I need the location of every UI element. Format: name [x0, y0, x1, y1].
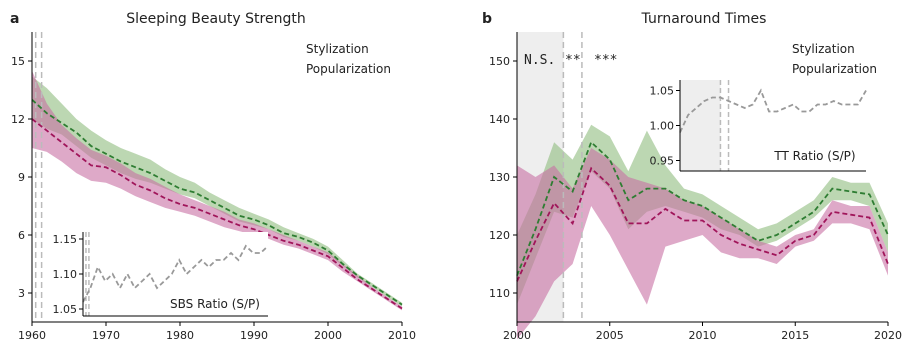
inset-y-tick-label: 1.10 — [53, 268, 78, 281]
series-line-stylization — [516, 140, 889, 276]
inset-background — [83, 232, 268, 316]
panel-b-letter: b — [482, 11, 492, 27]
inset-y-tick-label: 1.05 — [53, 303, 78, 316]
panel-b-inset-label: TT Ratio (S/P) — [773, 149, 855, 163]
legend-label-popularization: Popularization — [306, 62, 391, 76]
y-tick-label: 150 — [489, 55, 510, 68]
x-tick-label: 2020 — [874, 329, 902, 342]
x-tick-label: 2010 — [388, 329, 416, 342]
panel-b-inset: 0.95 1.00 1.05 — [650, 80, 867, 172]
inset-y-tick-label: 0.95 — [650, 155, 675, 168]
panel-a-inset: 1.05 1.10 1.15 — [53, 232, 269, 317]
x-tick-label: 2005 — [596, 329, 624, 342]
panel-a-inset-label: SBS Ratio (S/P) — [170, 297, 260, 311]
inset-ratio-line — [82, 244, 269, 303]
x-tick-label: 1960 — [18, 329, 46, 342]
y-tick-label: 3 — [18, 287, 25, 300]
panel-a-legend: Stylization Popularization — [306, 42, 391, 76]
x-tick-label: 1990 — [240, 329, 268, 342]
inset-shaded-region — [680, 80, 721, 171]
y-tick-label: 130 — [489, 171, 510, 184]
x-tick-label: 2010 — [689, 329, 717, 342]
y-tick-label: 120 — [489, 229, 510, 242]
y-tick-label: 6 — [18, 229, 25, 242]
significance-three-star: *** — [594, 53, 617, 68]
panel-a-plot: 1960 1970 1980 1990 2000 2010 3 6 9 12 15 — [11, 32, 416, 342]
y-tick-label: 12 — [11, 113, 25, 126]
y-tick-label: 9 — [18, 171, 25, 184]
y-tick-label: 140 — [489, 113, 510, 126]
legend-label-stylization: Stylization — [792, 42, 855, 56]
significance-ns: N.S. — [524, 53, 555, 68]
series-line-popularization — [31, 118, 403, 310]
legend-label-popularization: Popularization — [792, 62, 877, 76]
panel-a-title: Sleeping Beauty Strength — [126, 11, 305, 27]
x-tick-label: 2000 — [503, 329, 531, 342]
confidence-band-popularization — [32, 70, 402, 311]
panel-b-plot: 2000 2005 2010 2015 2020 110 120 130 140 150 — [489, 32, 902, 342]
panel-b: b Turnaround Times 2000 2005 2010 2015 2020 1… — [482, 11, 902, 342]
inset-y-tick-label: 1.15 — [53, 233, 78, 246]
y-tick-label: 15 — [11, 55, 25, 68]
panel-a: a Sleeping Beauty Strength 1960 1970 1980 1… — [10, 11, 416, 342]
inset-y-tick-label: 1.05 — [650, 85, 675, 98]
confidence-band-popularization — [517, 148, 888, 340]
x-tick-label: 2000 — [314, 329, 342, 342]
x-tick-label: 2015 — [781, 329, 809, 342]
significance-two-star: ** — [565, 53, 581, 68]
series-line-popularization — [516, 166, 889, 282]
x-tick-label: 1980 — [166, 329, 194, 342]
x-tick-label: 1970 — [92, 329, 120, 342]
panel-a-letter: a — [10, 11, 19, 27]
legend-label-stylization: Stylization — [306, 42, 369, 56]
panel-b-title: Turnaround Times — [641, 11, 767, 27]
panel-b-legend: Stylization Popularization — [792, 42, 877, 76]
inset-y-tick-label: 1.00 — [650, 120, 675, 133]
y-tick-label: 110 — [489, 287, 510, 300]
